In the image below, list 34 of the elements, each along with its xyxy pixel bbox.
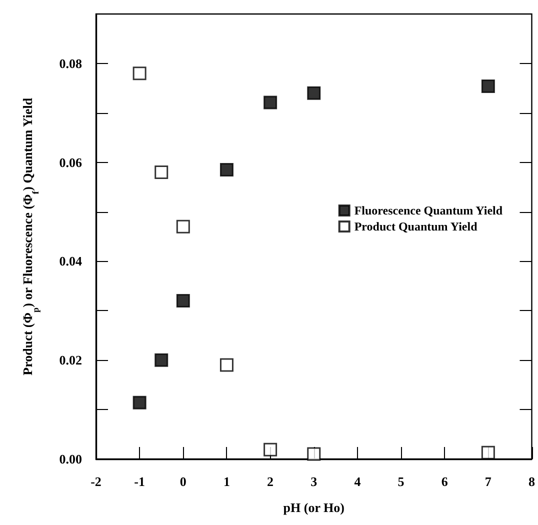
point [154, 165, 168, 179]
point [481, 446, 495, 460]
y-tick-label: 0.02 [59, 352, 82, 368]
x-tick-label: 4 [354, 474, 362, 489]
point [220, 358, 234, 372]
legend-label: Product Quantum Yield [354, 220, 478, 234]
y-tick-label: 0.06 [59, 154, 82, 170]
point [481, 79, 495, 93]
y-tick-label: 0.04 [59, 254, 82, 269]
y-axis-title: Product (Φp) or Fluorescence (Φf) Quantum Yield [20, 97, 40, 376]
point [132, 396, 146, 410]
legend-label: Fluorescence Quantum Yield [354, 204, 503, 218]
x-tick-label: 1 [223, 474, 230, 489]
point [154, 353, 168, 367]
x-tick-label: 5 [398, 474, 405, 489]
point [176, 220, 190, 234]
x-tick-label: 8 [528, 474, 536, 489]
point [264, 96, 278, 110]
point [307, 86, 321, 100]
x-axis-title: pH (or Ho) [283, 500, 344, 515]
x-tick-label: 2 [267, 474, 274, 489]
point [264, 442, 278, 456]
y-tick-label: 0.08 [59, 56, 82, 71]
x-tick-label: -1 [134, 474, 145, 489]
x-tick-label: 7 [484, 474, 492, 489]
point [176, 294, 190, 308]
x-tick-label: 3 [310, 474, 318, 489]
x-tick-label: -2 [90, 474, 102, 489]
x-tick-label: 0 [180, 474, 186, 489]
x-tick-label: 6 [441, 474, 448, 489]
point [220, 163, 234, 176]
point [132, 66, 146, 80]
y-tick-label: 0.00 [59, 452, 82, 466]
point [307, 447, 321, 461]
